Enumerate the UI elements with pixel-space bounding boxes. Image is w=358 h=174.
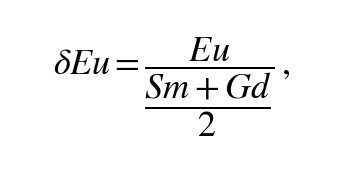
Text: $\mathit{\delta Eu} = \dfrac{\mathit{Eu}}{\dfrac{\mathit{Sm} + \mathit{Gd}}{2}}\: $\mathit{\delta Eu} = \dfrac{\mathit{Eu}…	[53, 35, 291, 139]
